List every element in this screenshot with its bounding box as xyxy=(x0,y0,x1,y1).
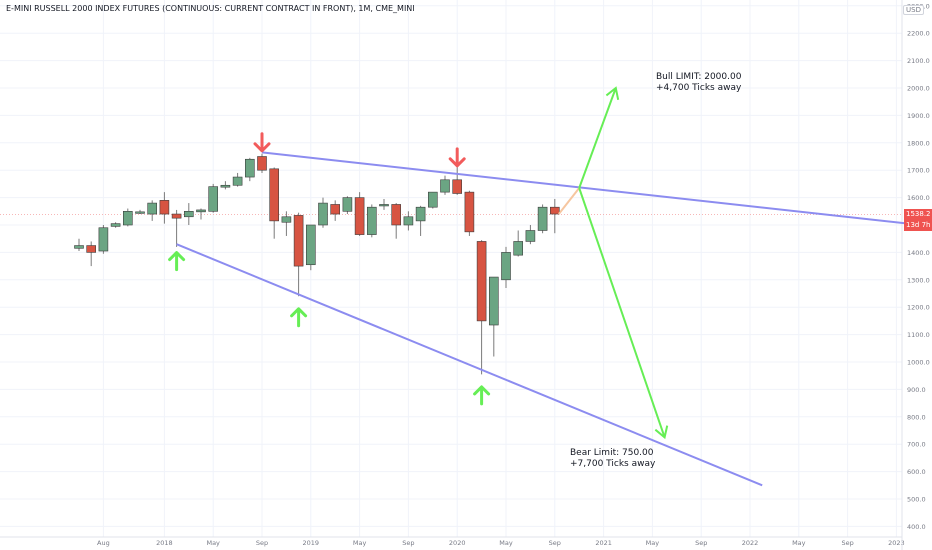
projection-connector xyxy=(558,187,580,215)
candle-body xyxy=(184,211,194,218)
y-tick-label: 1000.0 xyxy=(907,359,930,367)
candle-body xyxy=(171,213,182,219)
projection-arrowhead-bear xyxy=(654,425,669,440)
x-tick-label: Sep xyxy=(841,539,853,547)
candle-body xyxy=(391,204,402,226)
x-tick-label: May xyxy=(646,539,660,547)
y-tick-label: 1600.0 xyxy=(907,194,930,202)
candle-body xyxy=(98,227,109,252)
x-tick-label: Sep xyxy=(402,539,414,547)
trendline-upper xyxy=(261,151,921,226)
candle-body xyxy=(293,215,304,267)
candle-body xyxy=(513,241,524,256)
candle-body xyxy=(452,179,463,194)
up-signal-arrowhead xyxy=(168,251,186,262)
y-tick-label: 2100.0 xyxy=(907,57,930,65)
candle-body xyxy=(476,241,487,322)
y-tick-label: 400.0 xyxy=(907,523,926,531)
x-tick-label: May xyxy=(353,539,367,547)
bear-ticks-label: +7,700 Ticks away xyxy=(570,459,656,469)
y-tick-label: 1800.0 xyxy=(907,139,930,147)
projection-bear xyxy=(578,187,666,438)
up-signal-arrowhead xyxy=(290,307,308,318)
y-tick-label: 2000.0 xyxy=(907,85,930,93)
projection-bull xyxy=(578,87,617,189)
candle-body xyxy=(415,206,426,222)
y-tick-label: 2200.0 xyxy=(907,30,930,38)
y-tick-label: 1400.0 xyxy=(907,249,930,257)
candle-body xyxy=(257,156,267,171)
y-tick-label: 800.0 xyxy=(907,413,926,421)
x-tick-label: 2023 xyxy=(888,539,905,547)
up-signal-arrowhead xyxy=(473,385,491,396)
bull-annotation: Bull LIMIT: 2000.00 +4,700 Ticks away xyxy=(656,72,741,94)
currency-badge[interactable]: USD xyxy=(903,5,924,15)
candle-body xyxy=(305,224,316,266)
candle-body xyxy=(135,211,145,214)
symbol-title: E-MINI RUSSELL 2000 INDEX FUTURES (CONTI… xyxy=(6,4,415,13)
x-tick-label: Sep xyxy=(549,539,561,547)
candle-body xyxy=(110,223,121,227)
candle-body xyxy=(220,184,231,188)
bull-limit-label: Bull LIMIT: 2000.00 xyxy=(656,72,742,82)
bear-annotation: Bear Limit: 750.00 +7,700 Ticks away xyxy=(570,448,655,470)
candle-body xyxy=(232,176,243,186)
candle-body xyxy=(549,206,560,215)
candle-body xyxy=(427,191,438,208)
candle-body xyxy=(245,158,255,178)
x-tick-label: May xyxy=(206,539,220,547)
candle-body xyxy=(464,191,475,233)
x-tick-label: May xyxy=(792,539,806,547)
y-tick-label: 500.0 xyxy=(907,496,926,504)
last-price-tag: 1538.2 xyxy=(904,208,932,220)
y-tick-label: 1100.0 xyxy=(907,331,930,339)
candle-body xyxy=(330,204,341,215)
y-tick-label: 900.0 xyxy=(907,386,926,394)
candle-body xyxy=(403,216,414,226)
candle-body xyxy=(501,252,511,281)
candle-body xyxy=(159,200,170,215)
x-tick-label: Aug xyxy=(97,539,110,547)
bear-limit-label: Bear Limit: 750.00 xyxy=(570,448,654,458)
y-tick-label: 700.0 xyxy=(907,441,926,449)
projection-arrowhead-bull xyxy=(605,86,620,100)
x-tick-label: 2018 xyxy=(156,539,173,547)
down-signal-arrowhead xyxy=(253,142,271,153)
x-tick-label: 2021 xyxy=(595,539,612,547)
candle-body xyxy=(488,276,499,326)
y-tick-label: 600.0 xyxy=(907,468,926,476)
candle-body xyxy=(318,202,328,226)
x-tick-label: 2020 xyxy=(449,539,466,547)
y-tick-label: 1900.0 xyxy=(907,112,930,120)
candle-body xyxy=(537,206,548,231)
candle-body xyxy=(147,202,157,215)
down-signal-arrowhead xyxy=(448,157,466,168)
candle-body xyxy=(196,209,206,213)
x-tick-label: 2022 xyxy=(742,539,759,547)
candle-body xyxy=(269,168,280,222)
y-tick-label: 1200.0 xyxy=(907,304,930,312)
candle-body xyxy=(354,197,365,235)
x-tick-label: May xyxy=(499,539,513,547)
candle-body xyxy=(379,204,389,207)
x-tick-label: 2019 xyxy=(303,539,320,547)
trendline-lower xyxy=(176,243,763,487)
y-tick-label: 1300.0 xyxy=(907,276,930,284)
x-tick-label: Sep xyxy=(695,539,707,547)
candle-body xyxy=(281,216,292,223)
x-tick-label: Sep xyxy=(256,539,268,547)
countdown-tag: 13d 7h xyxy=(904,219,932,231)
candle-body xyxy=(123,211,133,226)
candle-body xyxy=(208,186,218,212)
bull-ticks-label: +4,700 Ticks away xyxy=(656,83,742,93)
candle-body xyxy=(86,245,96,253)
candle-body xyxy=(440,179,450,193)
candle-body xyxy=(342,197,353,212)
candle-body xyxy=(74,245,84,249)
y-tick-label: 1700.0 xyxy=(907,167,930,175)
candle-body xyxy=(525,230,536,242)
candle-body xyxy=(366,206,377,235)
